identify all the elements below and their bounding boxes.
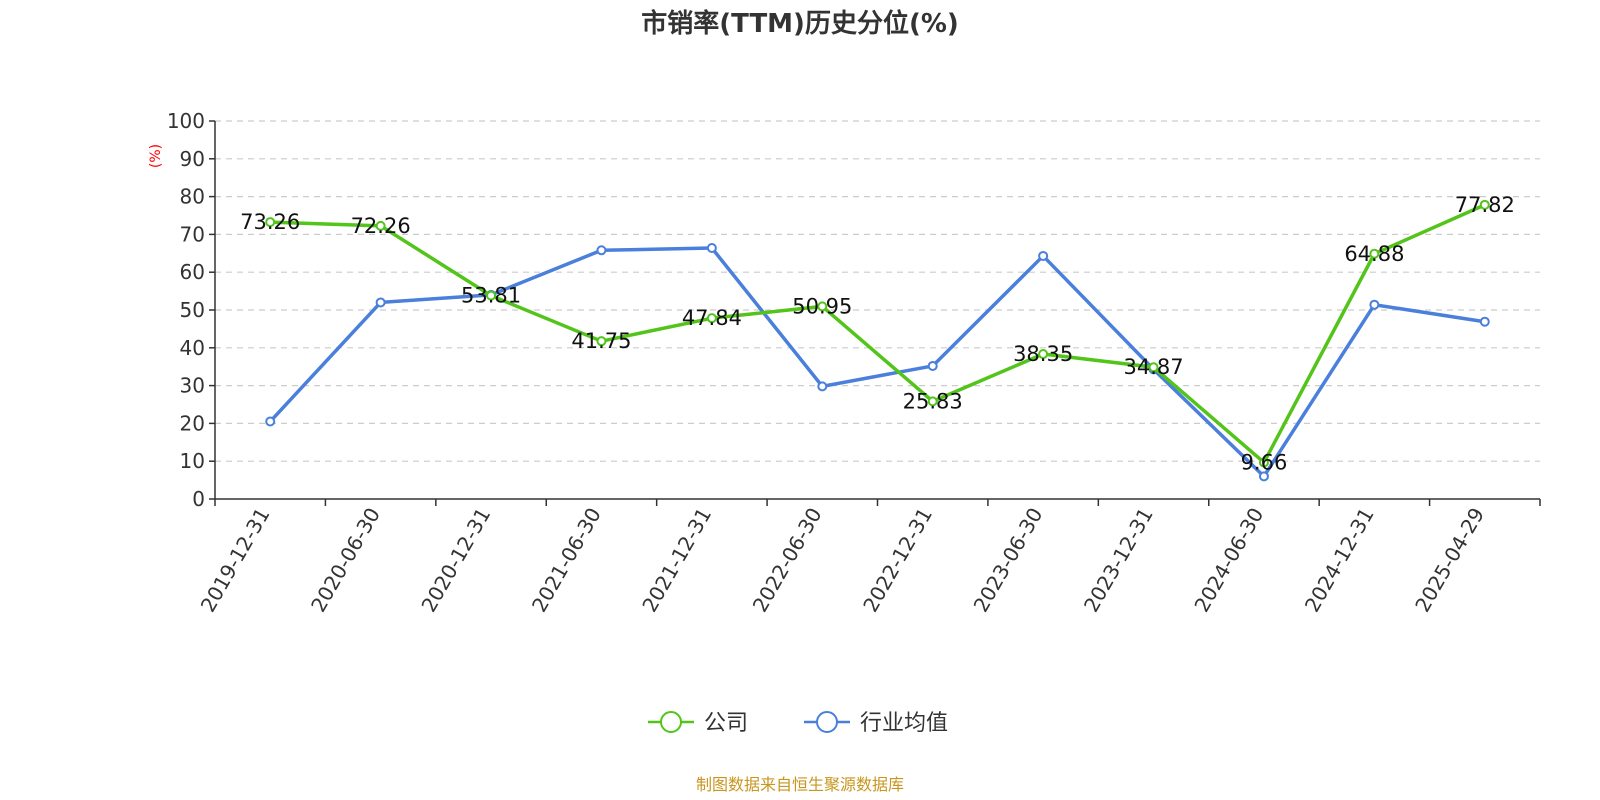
x-tick-label: 2024-06-30	[1189, 504, 1268, 617]
x-tick-label: 2020-06-30	[306, 504, 385, 617]
x-tick-label: 2022-06-30	[748, 504, 827, 617]
series-line-company	[270, 203, 1486, 465]
data-label: 77.82	[1455, 193, 1515, 217]
data-label: 53.81	[461, 284, 521, 308]
data-point[interactable]	[1258, 471, 1269, 482]
legend-label: 行业均值	[860, 711, 948, 736]
y-tick-label: 20	[180, 411, 205, 435]
x-tick-label: 2020-12-31	[416, 503, 495, 616]
legend-item-industry-average[interactable]: 行业均值	[804, 711, 948, 736]
data-label: 73.26	[240, 210, 300, 234]
data-label: 38.35	[1013, 342, 1073, 366]
x-tick-label: 2021-12-31	[637, 504, 716, 617]
y-axis-label: (%)	[148, 144, 164, 168]
y-tick-label: 50	[180, 298, 205, 322]
legend-marker-icon	[816, 711, 838, 733]
data-source-note: 制图数据来自恒生聚源数据库	[696, 775, 904, 794]
axes: 0 10 20 30 40 50 60 70 80 90 100 2019-12-31 2020-06-…	[167, 109, 1541, 617]
data-point[interactable]	[817, 381, 828, 392]
y-tick-label: 0	[192, 487, 205, 511]
data-point[interactable]	[1148, 362, 1159, 373]
x-tick-label: 2024-12-31	[1300, 504, 1379, 617]
data-point[interactable]	[817, 301, 828, 312]
data-point[interactable]	[265, 416, 276, 427]
data-point[interactable]	[1369, 248, 1380, 259]
data-point[interactable]	[927, 360, 938, 371]
x-tick-label: 2022-12-31	[858, 503, 937, 616]
x-tick-label: 2023-12-31	[1079, 504, 1158, 617]
data-point[interactable]	[1479, 316, 1490, 327]
data-point[interactable]	[1479, 199, 1490, 210]
data-point[interactable]	[486, 290, 497, 301]
legend-label: 公司	[704, 711, 748, 736]
y-tick-label: 70	[180, 222, 205, 246]
data-point[interactable]	[265, 217, 276, 228]
y-tick-label: 30	[180, 374, 205, 398]
data-point[interactable]	[706, 243, 717, 254]
legend-marker-icon	[660, 711, 682, 733]
chart-title: 市销率(TTM)历史分位(%)	[641, 8, 959, 39]
series-lines	[265, 199, 1490, 482]
data-point[interactable]	[1038, 349, 1049, 360]
x-tick-label: 2019-12-31	[196, 504, 275, 617]
x-tick-label: 2023-06-30	[969, 504, 1048, 617]
y-tick-label: 40	[180, 336, 205, 360]
data-label: 72.26	[351, 214, 411, 238]
data-label: 47.84	[682, 306, 742, 330]
y-tick-label: 80	[180, 185, 205, 209]
data-point[interactable]	[706, 313, 717, 324]
y-tick-label: 100	[167, 109, 205, 133]
data-point[interactable]	[596, 245, 607, 256]
data-point[interactable]	[375, 220, 386, 231]
series-line-industry-average	[268, 246, 1486, 479]
data-point[interactable]	[927, 396, 938, 407]
data-point[interactable]	[596, 336, 607, 347]
x-tick-label: 2025-04-29	[1410, 504, 1489, 617]
y-tick-label: 90	[180, 147, 205, 171]
grid-lines	[215, 120, 1540, 462]
data-label: 41.75	[571, 329, 631, 353]
x-tick-label: 2021-06-30	[527, 504, 606, 617]
data-label: 50.95	[792, 294, 852, 318]
data-label: 9.66	[1241, 450, 1288, 474]
data-point[interactable]	[1038, 250, 1049, 261]
legend-item-company[interactable]: 公司	[648, 711, 748, 736]
data-point[interactable]	[1258, 457, 1269, 468]
data-label: 64.88	[1344, 242, 1404, 266]
data-label: 25.83	[903, 389, 963, 413]
data-label: 34.87	[1123, 355, 1183, 379]
data-point[interactable]	[375, 297, 386, 308]
data-labels: 73.26 72.26 53.81 41.75 47.84 50.95 25.83 38.35…	[240, 193, 1515, 475]
y-tick-label: 60	[180, 260, 205, 284]
y-tick-label: 10	[180, 449, 205, 473]
legend[interactable]: 公司 行业均值	[648, 711, 948, 736]
data-point[interactable]	[1369, 299, 1380, 310]
